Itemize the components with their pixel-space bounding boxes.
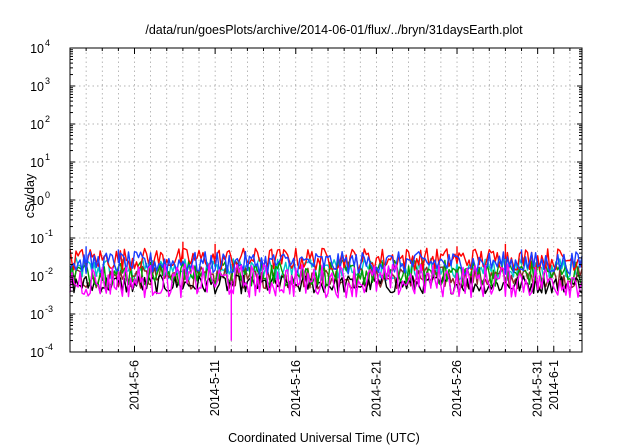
y-tick-exponent: 2 [45,114,50,124]
y-tick-label: 10 [30,270,44,284]
x-tick-label: 2014-6-1 [547,360,561,410]
x-tick-label: 2014-5-21 [369,360,383,417]
x-tick-label: 2014-5-11 [208,360,222,416]
chart-title: /data/run/goesPlots/archive/2014-06-01/f… [145,23,523,37]
y-tick-label: 10 [30,118,44,132]
x-tick-label: 2014-5-6 [128,360,142,410]
y-tick-exponent: 4 [45,38,50,48]
x-axis: 2014-5-6 2014-5-11 2014-5-16 2014-5-21 2014-… [85,48,571,417]
y-tick-exponent: -3 [45,304,53,314]
y-tick-exponent: 1 [45,152,50,162]
y-tick-label: 10 [30,308,44,322]
y-tick-label: 10 [30,80,44,94]
x-tick-label: 2014-5-16 [289,360,303,417]
y-tick-label: 10 [30,346,44,360]
y-tick-exponent: -4 [45,342,53,352]
series-layer [69,241,583,341]
grid [70,48,582,352]
y-tick-label: 10 [30,194,44,208]
y-tick-exponent: -2 [45,266,53,276]
x-tick-label: 2014-5-31 [531,360,545,417]
y-tick-label: 10 [30,42,44,56]
y-tick-exponent: 0 [45,190,50,200]
y-tick-label: 10 [30,156,44,170]
y-tick-label: 10 [30,232,44,246]
series-line-3 [69,263,583,341]
series-line-0 [69,241,583,271]
x-axis-label: Coordinated Universal Time (UTC) [228,431,420,445]
y-tick-exponent: 3 [45,76,50,86]
y-tick-exponent: -1 [45,228,53,238]
y-axis-label: cSv/day [23,173,37,218]
x-tick-label: 2014-5-26 [450,360,464,417]
series-line-2 [69,246,583,276]
